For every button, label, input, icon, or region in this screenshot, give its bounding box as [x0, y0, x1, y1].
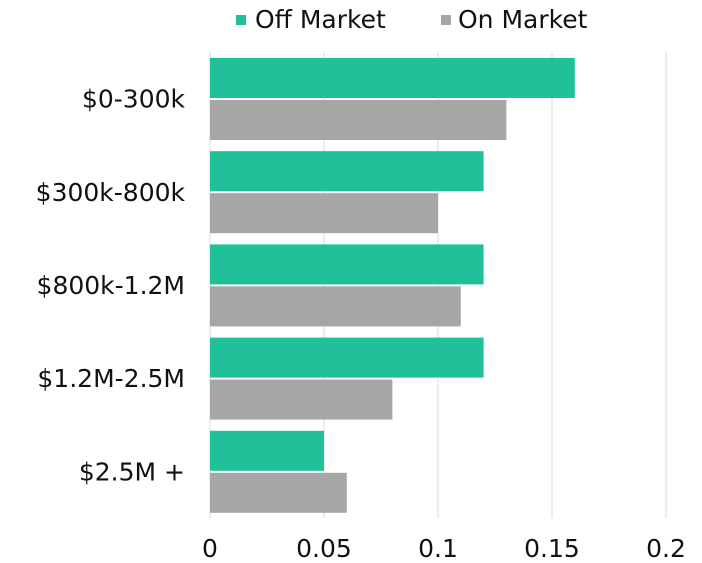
x-tick-label: 0.2	[646, 534, 686, 563]
bar	[210, 379, 393, 420]
y-tick-label: $2.5M +	[79, 457, 185, 486]
x-tick-label: 0.15	[524, 534, 580, 563]
x-tick-label: 0	[202, 534, 218, 563]
y-tick-label: $1.2M-2.5M	[37, 364, 185, 393]
bar	[210, 244, 484, 285]
bar	[210, 58, 575, 98]
x-tick-label: 0.1	[418, 534, 458, 563]
legend-swatch	[441, 15, 451, 25]
bar	[210, 337, 484, 378]
bar	[210, 286, 461, 327]
bar	[210, 472, 347, 513]
legend: Off Market On Market	[236, 5, 588, 34]
legend-swatch	[236, 15, 246, 25]
legend-label: Off Market	[255, 5, 386, 34]
bar	[210, 430, 324, 471]
bar	[210, 151, 484, 192]
y-tick-label: $300k-800k	[36, 178, 186, 207]
bar	[210, 100, 507, 140]
legend-label: On Market	[458, 5, 588, 34]
x-tick-label: 0.05	[296, 534, 352, 563]
y-tick-label: $0-300k	[82, 85, 186, 114]
bar	[210, 193, 438, 234]
y-tick-label: $800k-1.2M	[37, 271, 185, 300]
